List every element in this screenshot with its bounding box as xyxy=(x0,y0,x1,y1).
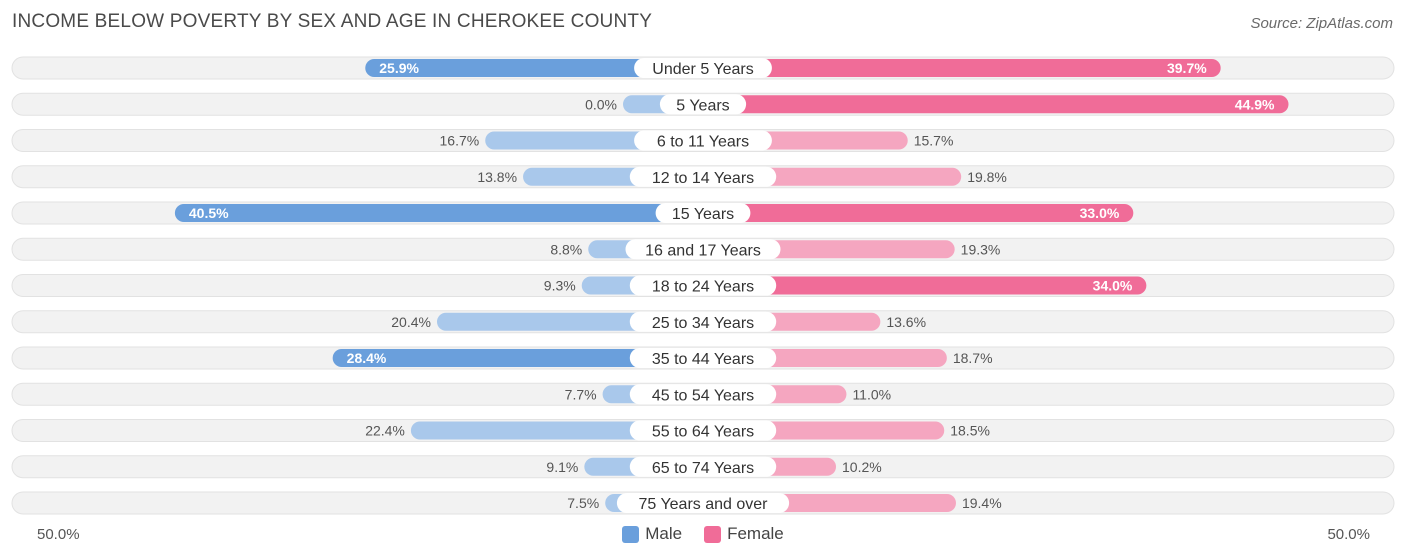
category-pill xyxy=(629,420,777,441)
category-label: 18 to 24 Years xyxy=(652,279,754,296)
female-bar xyxy=(703,59,1221,77)
female-bar xyxy=(703,95,1289,114)
male-value-label: 28.4% xyxy=(347,350,387,366)
female-value-label: 44.9% xyxy=(1235,96,1275,112)
male-bar xyxy=(365,59,703,77)
male-value-label: 40.5% xyxy=(189,205,229,221)
category-pill xyxy=(629,384,777,405)
diverging-bar-chart: 25.9% 39.7% Under 5 Years 0.0% 44.9% 5 Years 1… xyxy=(11,56,1395,515)
legend: Male Female xyxy=(0,524,1406,544)
male-value-label: 20.4% xyxy=(391,314,431,330)
female-value-label: 18.7% xyxy=(953,350,993,366)
female-value-label: 18.5% xyxy=(950,423,990,439)
male-value-label: 7.7% xyxy=(565,386,597,402)
male-value-label: 0.0% xyxy=(585,96,617,112)
female-value-label: 15.7% xyxy=(914,133,954,149)
category-label: 15 Years xyxy=(672,206,734,223)
source-label: Source: ZipAtlas.com xyxy=(1250,15,1393,32)
legend-male-label: Male xyxy=(645,524,683,543)
category-pill xyxy=(629,348,777,368)
female-value-label: 34.0% xyxy=(1093,278,1133,294)
category-label: 65 to 74 Years xyxy=(652,460,754,477)
chart-title: INCOME BELOW POVERTY BY SEX AND AGE IN C… xyxy=(12,11,653,32)
male-bar xyxy=(410,421,703,440)
category-pill xyxy=(616,493,790,513)
male-value-label: 9.3% xyxy=(544,278,576,294)
legend-female: Female xyxy=(704,524,784,544)
male-bar xyxy=(174,204,703,222)
female-bar xyxy=(703,204,1134,222)
category-pill xyxy=(655,203,751,223)
male-value-label: 8.8% xyxy=(550,241,582,257)
female-value-label: 19.4% xyxy=(962,495,1002,511)
category-pill xyxy=(629,456,777,477)
male-bar xyxy=(332,349,703,367)
female-value-label: 11.0% xyxy=(852,386,891,402)
category-label: 55 to 64 Years xyxy=(652,424,754,441)
legend-male: Male xyxy=(622,524,682,544)
category-label: 45 to 54 Years xyxy=(652,387,754,404)
category-label: 75 Years and over xyxy=(639,496,769,513)
category-label: Under 5 Years xyxy=(652,61,753,78)
female-value-label: 33.0% xyxy=(1080,205,1120,221)
male-value-label: 16.7% xyxy=(440,133,480,149)
category-label: 16 and 17 Years xyxy=(645,242,761,259)
female-value-label: 13.6% xyxy=(886,314,926,330)
category-pill xyxy=(634,130,772,151)
legend-male-swatch xyxy=(622,525,640,543)
axis-left-label: 50.0% xyxy=(37,526,80,543)
axis-right-label: 50.0% xyxy=(1327,526,1370,543)
category-label: 25 to 34 Years xyxy=(652,315,754,332)
category-label: 6 to 11 Years xyxy=(657,134,749,151)
category-pill xyxy=(625,239,781,260)
category-label: 5 Years xyxy=(676,97,729,114)
female-value-label: 10.2% xyxy=(842,459,882,475)
female-value-label: 39.7% xyxy=(1167,60,1207,76)
male-value-label: 9.1% xyxy=(546,459,578,475)
category-label: 12 to 14 Years xyxy=(652,170,754,187)
category-pill xyxy=(629,166,777,187)
male-value-label: 13.8% xyxy=(477,169,517,185)
category-pill xyxy=(629,275,777,296)
category-label: 35 to 44 Years xyxy=(652,351,754,368)
legend-female-swatch xyxy=(704,525,722,543)
legend-female-label: Female xyxy=(727,524,784,543)
category-pill xyxy=(634,58,772,78)
female-value-label: 19.3% xyxy=(961,241,1001,257)
male-value-label: 25.9% xyxy=(379,60,419,76)
male-value-label: 22.4% xyxy=(365,423,405,439)
male-value-label: 7.5% xyxy=(567,495,599,511)
female-value-label: 19.8% xyxy=(967,169,1007,185)
female-bar xyxy=(703,276,1147,295)
category-pill xyxy=(659,94,747,115)
category-pill xyxy=(629,311,777,332)
